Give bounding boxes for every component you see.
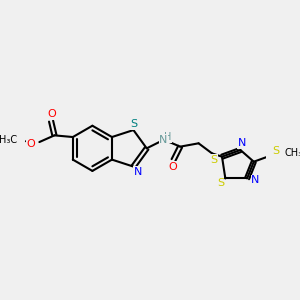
Text: N: N bbox=[251, 175, 260, 185]
Text: O: O bbox=[26, 139, 35, 149]
Text: N: N bbox=[134, 167, 142, 177]
Text: O: O bbox=[168, 162, 177, 172]
Text: H: H bbox=[164, 133, 171, 142]
Text: N: N bbox=[238, 138, 246, 148]
Text: S: S bbox=[131, 119, 138, 129]
Text: N: N bbox=[159, 135, 168, 145]
Text: O: O bbox=[47, 110, 56, 119]
Text: H₃C: H₃C bbox=[0, 135, 18, 146]
Text: S: S bbox=[272, 146, 279, 156]
Text: CH₃: CH₃ bbox=[285, 148, 300, 158]
Text: S: S bbox=[217, 178, 224, 188]
Text: S: S bbox=[210, 155, 217, 165]
